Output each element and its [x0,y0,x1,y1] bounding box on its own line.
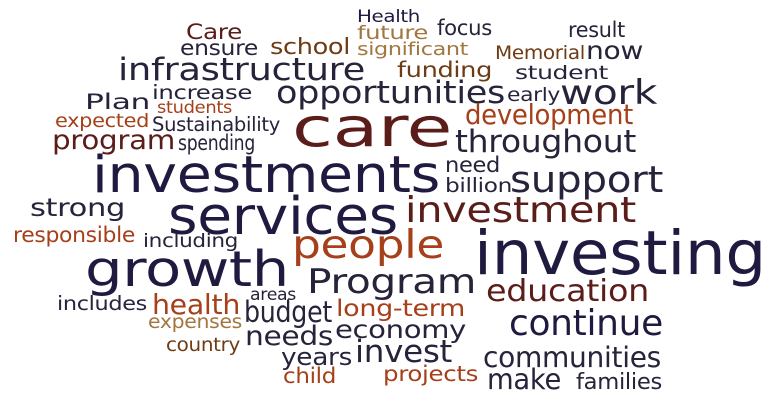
word-health: Health [357,6,420,26]
word-infrastructure: infrastructure [118,52,365,88]
word-projects: projects [383,362,478,386]
word-services: services [168,187,398,247]
word-early: early [507,84,560,106]
word-future: future [357,22,428,44]
word-focus: focus [437,16,492,40]
word-development: development [465,100,633,131]
word-people: people [292,223,444,268]
word-child: child [283,364,336,388]
word-memorial: Memorial [495,42,585,64]
word-continue: continue [509,303,663,344]
word-investment: investment [405,190,636,231]
word-support: support [510,158,663,201]
word-care: care [292,95,452,159]
word-billion: billion [445,173,512,197]
word-program: Program [307,262,476,301]
word-result: result [568,18,625,42]
word-includes: includes [57,291,147,315]
word-economy: economy [335,315,466,344]
word-students: students [157,97,232,117]
word-growth: growth [85,240,289,298]
word-investing: investing [474,218,766,289]
word-including: including [143,230,238,252]
word-increase: increase [152,80,252,104]
word-now: now [586,36,643,65]
word-invest: invest [355,334,452,370]
word-spending: spending [178,131,255,155]
word-expenses: expenses [148,309,242,333]
word-country: country [166,334,240,356]
word-program: program [52,126,175,156]
word-opportunities: opportunities [276,75,505,111]
word-plan: Plan [85,90,150,114]
word-significant: significant [357,39,468,60]
word-budget: budget [244,295,332,329]
word-make: make [487,363,561,396]
word-expected: expected [55,110,149,132]
word-work: work [560,73,657,112]
word-investments: investments [92,145,440,204]
word-areas: areas [250,284,296,304]
word-student: student [515,62,608,84]
word-communities: communities [483,341,661,374]
word-need: need [445,153,500,177]
word-throughout: throughout [455,124,636,160]
word-years: years [281,343,352,371]
word-strong: strong [30,193,125,222]
word-school: school [270,35,350,60]
word-responsible: responsible [13,223,135,247]
word-care: Care [186,20,242,44]
word-education: education [486,274,649,309]
word-families: families [576,370,662,395]
word-ensure: ensure [180,36,258,60]
word-health: health [152,290,240,321]
word-long-term: long-term [336,296,465,322]
word-needs: needs [245,322,333,352]
word-sustainability: Sustainability [152,112,280,136]
word-funding: funding [397,58,492,82]
